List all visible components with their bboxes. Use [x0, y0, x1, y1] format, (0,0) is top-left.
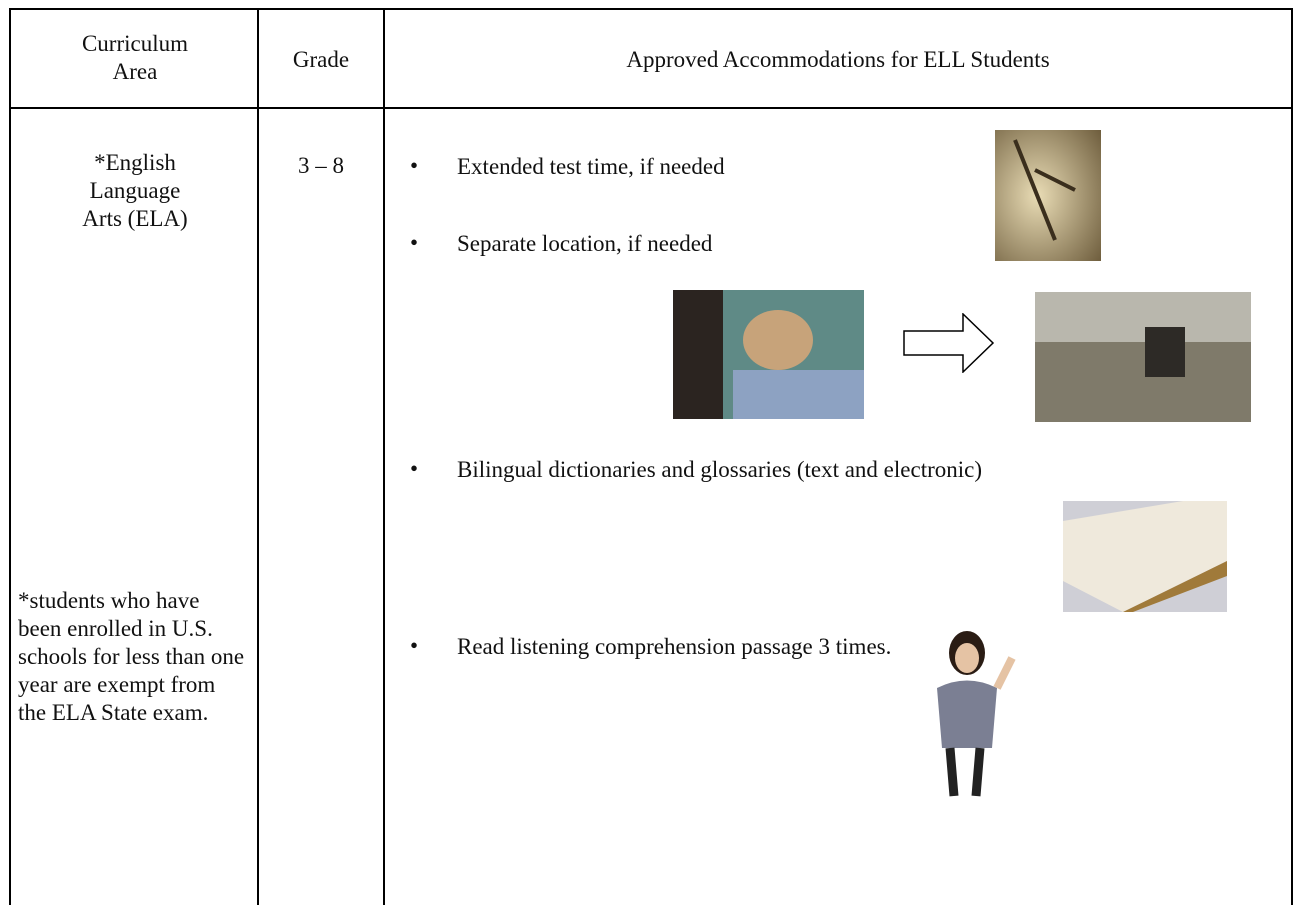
bullet-text: Extended test time, if needed: [457, 154, 725, 179]
bullet-item: Bilingual dictionaries and glossaries (t…: [410, 456, 983, 484]
area-cell: *English Language Arts (ELA): [82, 150, 188, 231]
bullet-text: Separate location, if needed: [457, 231, 713, 256]
table-border: [9, 8, 1293, 10]
classroom-image: [673, 290, 864, 419]
header-cell: Approved Accommodations for ELL Students: [626, 47, 1050, 72]
clock-image: [995, 130, 1101, 261]
bullet-text: Read listening comprehension passage 3 t…: [457, 634, 892, 659]
table-border: [1291, 8, 1293, 905]
header-cell: Grade: [292, 47, 350, 72]
area-note: *students who have been enrolled in U.S.…: [18, 588, 245, 725]
header-cell: Curriculum Area: [81, 31, 189, 84]
grade-cell: 3 – 8: [298, 153, 344, 178]
dictionary-image: [1063, 501, 1227, 612]
bullet-text: Bilingual dictionaries and glossaries (t…: [457, 457, 983, 482]
table-border: [257, 8, 259, 905]
table-border: [383, 8, 385, 905]
listening-woman-image: [937, 631, 1016, 797]
bullet-item: Separate location, if needed: [410, 230, 713, 258]
table-border: [9, 8, 11, 905]
bullet-item: Read listening comprehension passage 3 t…: [410, 633, 972, 661]
exam-hall-image: [1035, 292, 1251, 422]
bullet-item: Extended test time, if needed: [410, 153, 725, 181]
table-border: [9, 107, 1293, 109]
arrow: [903, 313, 995, 373]
